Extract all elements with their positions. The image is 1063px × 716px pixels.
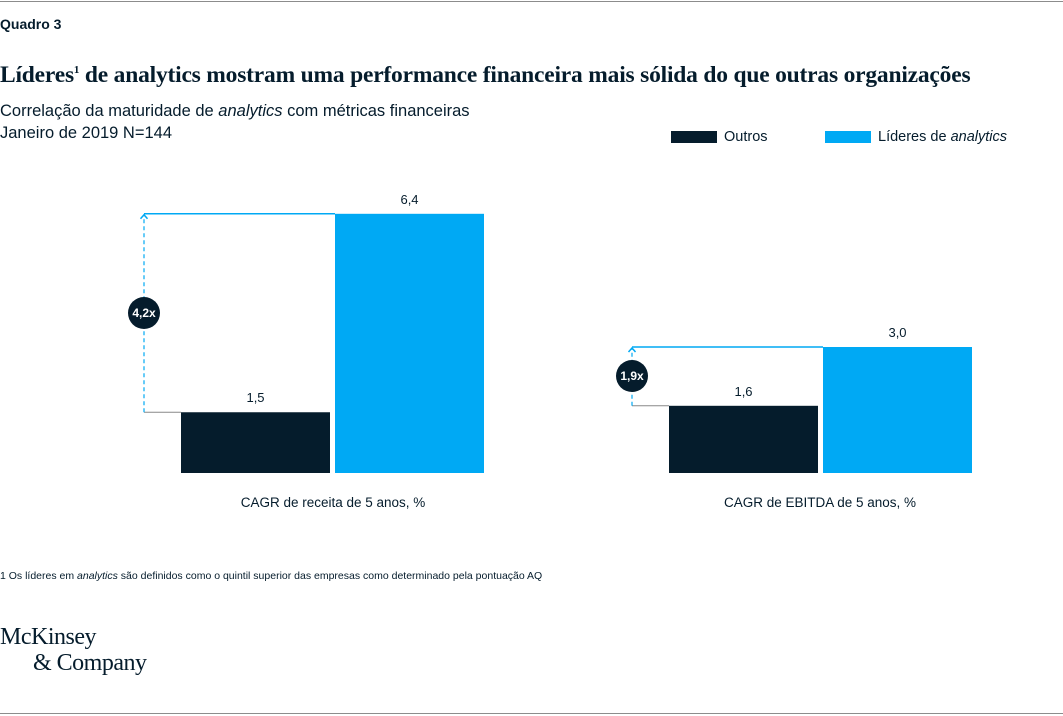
bar-lideres — [823, 347, 972, 473]
subtitle-part: com métricas financeiras — [282, 102, 470, 120]
exhibit-label: Quadro 3 — [0, 16, 62, 32]
bottom-rule — [0, 713, 1063, 714]
multiplier-badge: 4,2x — [128, 297, 160, 330]
title-part: Líderes — [0, 62, 74, 88]
subtitle: Correlação da maturidade de analytics co… — [0, 102, 470, 121]
value-label: 6,4 — [400, 191, 419, 207]
legend-label-lideres: Líderes de analytics — [878, 129, 1007, 145]
bar-lideres — [335, 213, 484, 474]
logo-line: & Company — [33, 650, 147, 676]
multiplier-badge: 1,9x — [616, 360, 648, 393]
date-sample: Janeiro de 2019 N=144 — [0, 124, 173, 142]
title-part: de analytics mostram uma performance fin… — [79, 62, 971, 88]
legend-label-outros: Outros — [724, 129, 768, 145]
subtitle-part: analytics — [218, 102, 283, 120]
value-label: 1,6 — [734, 383, 753, 399]
footnote-text: 1 Os líderes em — [0, 570, 78, 582]
mckinsey-logo: McKinsey & Company — [0, 624, 147, 676]
footnote-text: analytics — [77, 570, 118, 582]
legend-swatch-outros — [671, 131, 717, 143]
legend-text: analytics — [950, 129, 1007, 145]
subtitle-part: Correlação da maturidade de — [0, 102, 219, 120]
x-axis-label: CAGR de EBITDA de 5 anos, % — [723, 495, 917, 510]
value-label: 1,5 — [246, 390, 265, 406]
footnote-text: são definidos como o quintil superior da… — [117, 570, 543, 582]
arrowhead-icon — [627, 346, 637, 353]
top-rule — [0, 1, 1063, 2]
page-title: Líderes1 de analytics mostram uma perfor… — [0, 62, 971, 89]
value-label: 3,0 — [888, 325, 907, 340]
x-axis-label: CAGR de receita de 5 anos, % — [240, 495, 426, 510]
legend-text: Líderes de — [878, 129, 951, 145]
logo-line: McKinsey — [0, 624, 96, 650]
bar-outros — [181, 412, 330, 473]
arrowhead-icon — [139, 213, 149, 220]
footnote: 1 Os líderes em analytics são definidos … — [0, 570, 542, 582]
title-footnote-mark: 1 — [73, 64, 80, 77]
legend-swatch-lideres — [825, 131, 871, 143]
bar-outros — [669, 405, 818, 473]
